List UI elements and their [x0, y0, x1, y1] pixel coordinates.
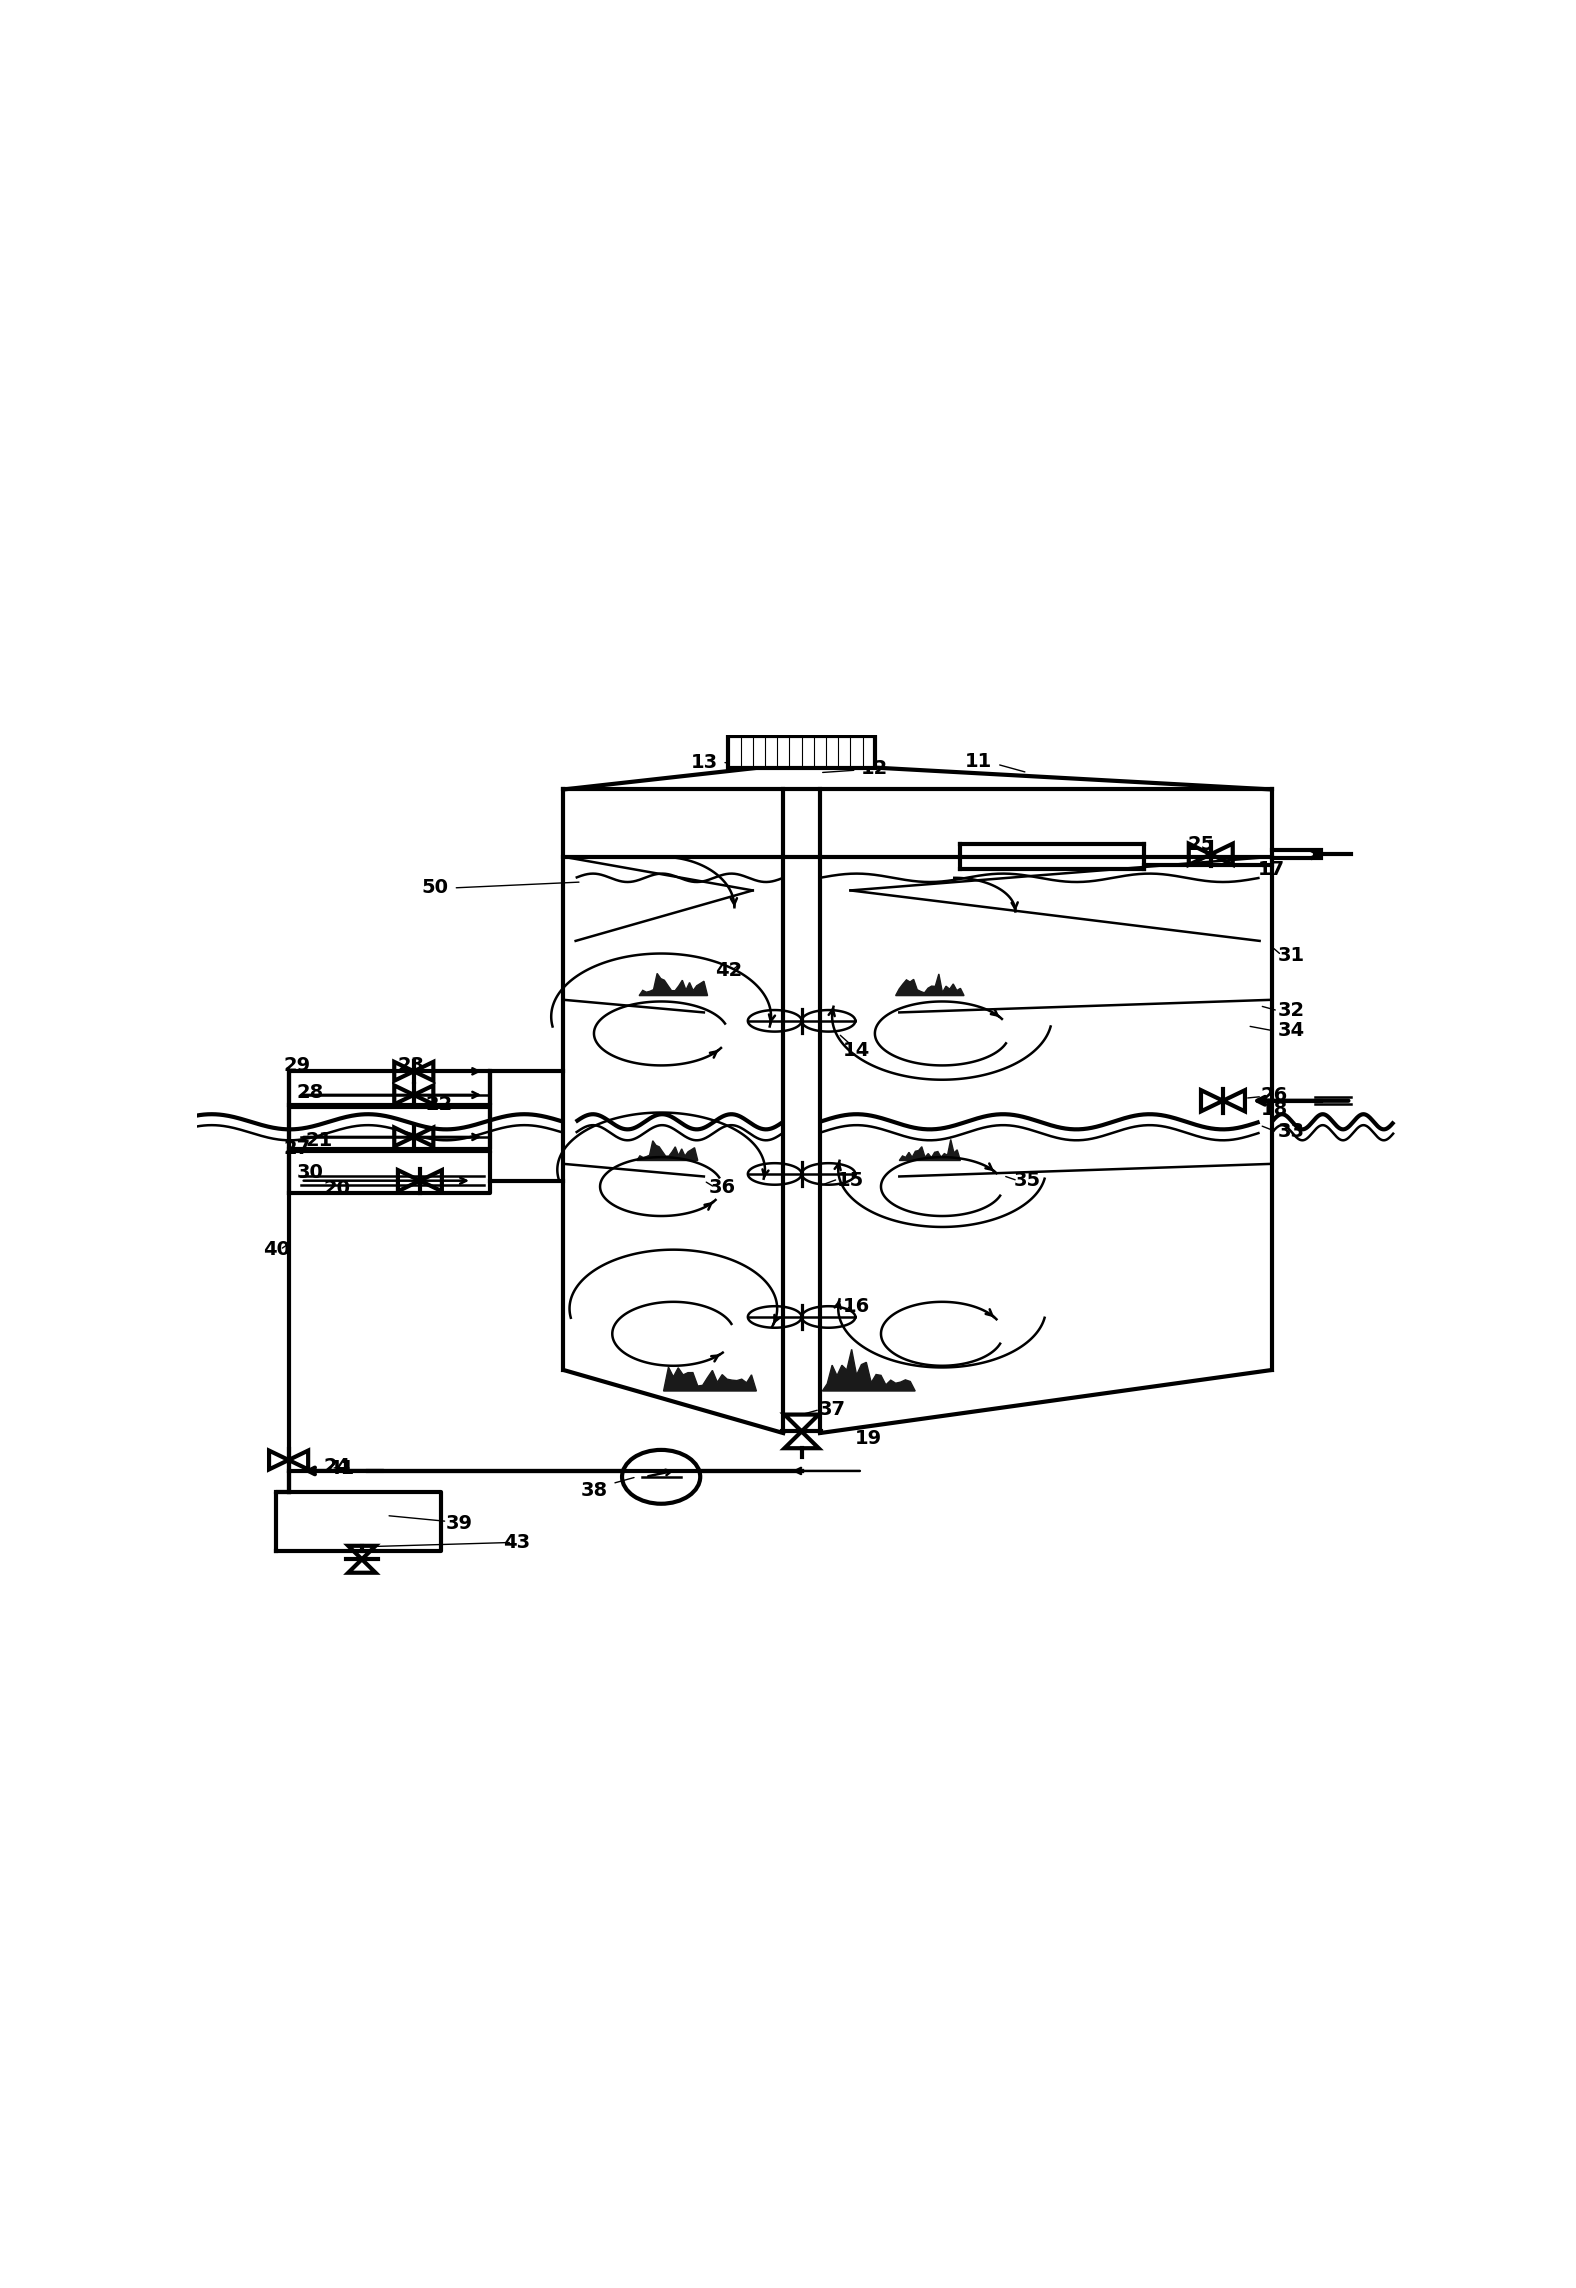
- Text: 42: 42: [714, 961, 742, 979]
- Text: 29: 29: [284, 1057, 310, 1075]
- Text: 15: 15: [837, 1171, 864, 1190]
- Text: 12: 12: [860, 760, 889, 778]
- Text: 14: 14: [843, 1041, 870, 1059]
- Text: 43: 43: [503, 1533, 531, 1551]
- Text: 33: 33: [1278, 1123, 1305, 1142]
- Polygon shape: [663, 1368, 756, 1391]
- Text: 32: 32: [1278, 1002, 1305, 1020]
- Text: 27: 27: [284, 1139, 310, 1158]
- Polygon shape: [900, 1139, 960, 1160]
- Text: 13: 13: [690, 753, 717, 771]
- Text: 22: 22: [426, 1094, 452, 1114]
- Text: 30: 30: [298, 1162, 325, 1183]
- Text: 16: 16: [843, 1297, 870, 1316]
- Text: 23: 23: [397, 1057, 424, 1075]
- Text: 17: 17: [1258, 860, 1286, 879]
- Text: 26: 26: [1261, 1087, 1288, 1105]
- Text: 19: 19: [856, 1430, 883, 1448]
- Text: 24: 24: [323, 1457, 351, 1476]
- Polygon shape: [823, 1350, 916, 1391]
- Polygon shape: [640, 972, 708, 995]
- Text: 25: 25: [1187, 835, 1215, 853]
- Polygon shape: [637, 1142, 698, 1160]
- Text: 36: 36: [709, 1178, 736, 1197]
- Text: 31: 31: [1278, 945, 1305, 966]
- Text: 39: 39: [446, 1515, 473, 1533]
- Bar: [728, 737, 875, 769]
- Text: 40: 40: [263, 1240, 290, 1258]
- Text: 35: 35: [1013, 1171, 1042, 1190]
- Text: 21: 21: [306, 1130, 333, 1151]
- Text: 20: 20: [325, 1178, 351, 1197]
- Text: 34: 34: [1278, 1020, 1305, 1041]
- Text: 11: 11: [965, 753, 993, 771]
- Text: 18: 18: [1261, 1101, 1288, 1119]
- Polygon shape: [895, 975, 965, 995]
- Text: 41: 41: [328, 1460, 355, 1478]
- Text: 28: 28: [296, 1082, 325, 1103]
- Text: 37: 37: [818, 1400, 846, 1419]
- Text: 38: 38: [580, 1480, 607, 1499]
- Text: 50: 50: [422, 879, 449, 897]
